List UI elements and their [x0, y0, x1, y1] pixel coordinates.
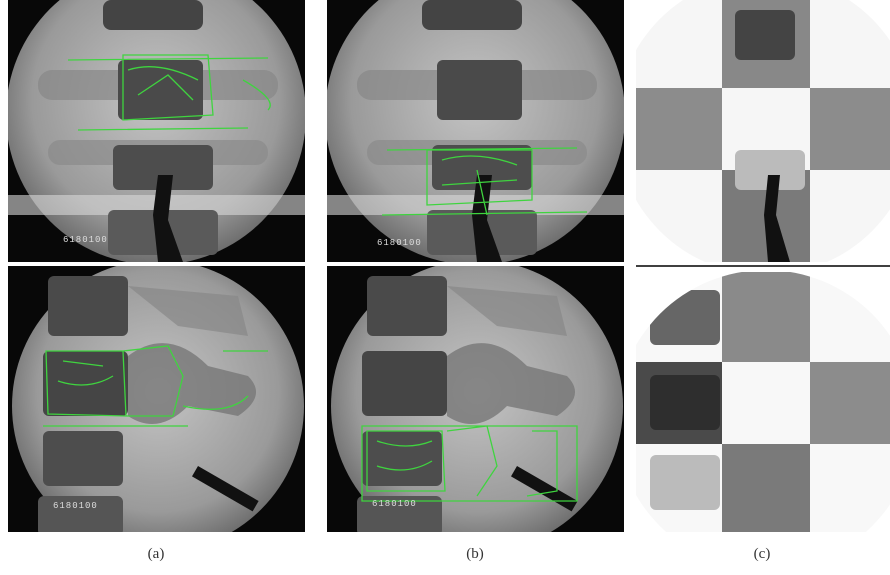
xray-a-bottom: 6180100 [8, 260, 305, 552]
image-stamp: 6180100 [372, 499, 417, 509]
image-stamp: 6180100 [63, 235, 108, 245]
xray-b-bottom: 6180100 [327, 260, 624, 552]
image-stamp: 6180100 [53, 501, 98, 511]
panel-label: (a) [148, 546, 165, 562]
checkerboard-top [636, 0, 890, 262]
panel-label: (c) [754, 546, 771, 562]
checkerboard-bottom [636, 272, 890, 532]
figure: 6180100 6180100 6180100 6180100 [0, 0, 890, 575]
xray-a-top: 6180100 [6, 0, 306, 265]
xray-b-top: 6180100 [325, 0, 625, 265]
panel-label: (b) [466, 546, 484, 562]
image-stamp: 6180100 [377, 238, 422, 248]
